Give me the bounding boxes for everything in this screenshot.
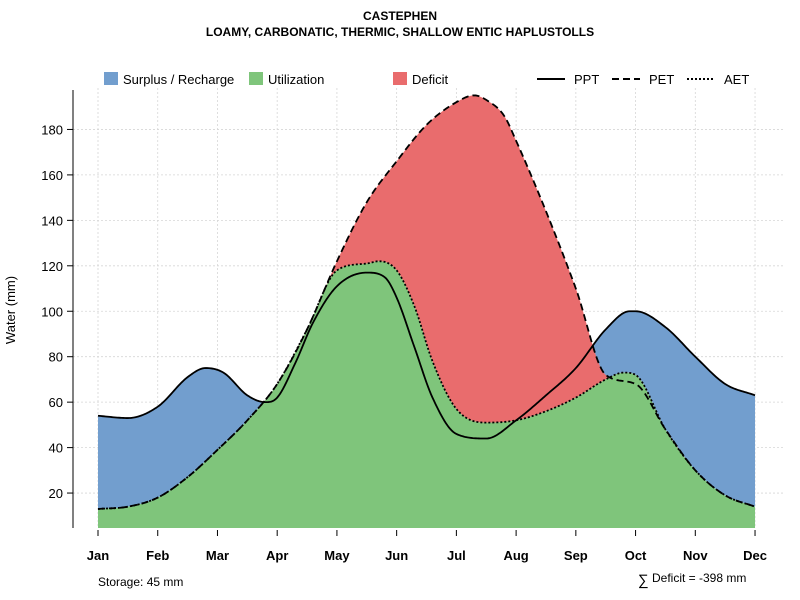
x-tick-label: Aug — [503, 548, 528, 563]
deficit-annotation: Deficit = -398 mm — [652, 571, 746, 585]
utilization-area — [98, 261, 756, 528]
x-tick-label: Mar — [206, 548, 229, 563]
legend-swatch — [393, 72, 407, 85]
plot-area — [97, 94, 756, 528]
y-tick-label: 20 — [49, 486, 63, 501]
chart-title: CASTEPHEN — [363, 9, 437, 23]
x-tick-label: Jun — [385, 548, 408, 563]
x-tick-label: Jul — [447, 548, 466, 563]
x-tick-label: May — [324, 548, 350, 563]
sum-symbol: ∑ — [638, 572, 649, 589]
legend-swatch — [104, 72, 118, 85]
y-tick-label: 60 — [49, 395, 63, 410]
aet-line — [97, 260, 756, 510]
deficit-area — [98, 95, 756, 509]
y-tick-label: 120 — [41, 259, 63, 274]
y-tick-label: 100 — [41, 304, 63, 319]
x-tick-label: Dec — [743, 548, 767, 563]
x-axis-ticks: Jan Feb Mar Apr May Jun Jul Aug Sep Oct Nov Dec — [87, 530, 767, 563]
y-tick-label: 180 — [41, 122, 63, 137]
ppt-line — [97, 271, 756, 440]
legend-label: AET — [724, 72, 749, 87]
legend-label: PET — [649, 72, 674, 87]
legend: Surplus / Recharge Utilization Deficit PPT P… — [104, 72, 749, 87]
legend-label: Utilization — [268, 72, 324, 87]
x-tick-label: Feb — [146, 548, 169, 563]
y-tick-label: 140 — [41, 213, 63, 228]
y-axis-ticks: 20 40 60 80 100 120 140 160 180 — [41, 122, 73, 501]
legend-label: Surplus / Recharge — [123, 72, 234, 87]
surplus-recharge-area — [98, 261, 756, 509]
legend-label: Deficit — [412, 72, 449, 87]
x-tick-label: Jan — [87, 548, 109, 563]
x-tick-label: Apr — [266, 548, 288, 563]
y-tick-label: 40 — [49, 441, 63, 456]
x-tick-label: Oct — [625, 548, 647, 563]
storage-annotation: Storage: 45 mm — [98, 575, 183, 589]
y-axis-label: Water (mm) — [3, 276, 18, 344]
x-tick-label: Sep — [564, 548, 588, 563]
chart-subtitle: LOAMY, CARBONATIC, THERMIC, SHALLOW ENTI… — [206, 25, 594, 39]
y-tick-label: 160 — [41, 168, 63, 183]
y-tick-label: 80 — [49, 350, 63, 365]
legend-label: PPT — [574, 72, 599, 87]
x-tick-label: Nov — [683, 548, 708, 563]
legend-swatch — [249, 72, 263, 85]
